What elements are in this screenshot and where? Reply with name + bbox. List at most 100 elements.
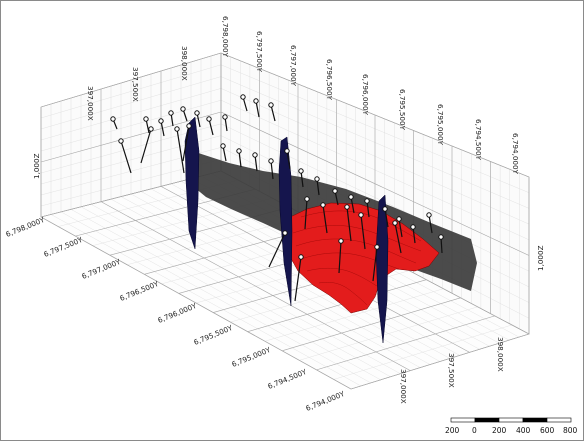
- y-top-label-6: 6,795,500Y: [398, 89, 407, 131]
- drillhole-trace: [360, 214, 366, 250]
- drillhole-collar: [206, 116, 212, 122]
- drillhole-collar: [320, 202, 326, 208]
- drillhole-collar: [298, 254, 304, 260]
- drillhole-collar: [143, 116, 149, 122]
- floor-major-u: [100, 201, 411, 371]
- floor-major-v: [316, 315, 495, 371]
- drillhole-collar: [268, 158, 274, 164]
- x-top-label-3: 398,000X: [180, 46, 189, 81]
- drillhole-collar: [268, 102, 274, 108]
- drillhole-trace: [120, 140, 132, 174]
- drillhole-collar: [240, 94, 246, 100]
- drillhole-collar: [284, 148, 290, 154]
- drillhole-trace: [350, 196, 355, 214]
- drillhole-collar: [332, 188, 338, 194]
- drillhole-collar: [314, 176, 320, 182]
- drillhole-trace: [182, 125, 190, 162]
- drillhole-collars: [110, 94, 444, 260]
- scale-bar-seg-1: [450, 417, 476, 423]
- drillhole-collar: [374, 244, 380, 250]
- wall-left-minor-v: [40, 64, 222, 119]
- drillhole-trace: [208, 118, 214, 136]
- drillhole-collar: [236, 148, 242, 154]
- drillhole-collar: [168, 110, 174, 116]
- drillhole-trace: [255, 100, 260, 118]
- drillhole-collar: [348, 194, 354, 200]
- drillhole-collar: [220, 143, 226, 149]
- x-bottom-label-2: 397,500X: [447, 353, 456, 388]
- scale-label-3: 200: [492, 426, 507, 435]
- drillhole-trace: [338, 240, 342, 274]
- drillhole-trace: [270, 104, 276, 122]
- box-edge: [40, 52, 222, 108]
- drillhole-collar: [222, 114, 228, 120]
- drillhole-collar: [186, 123, 192, 129]
- drillhole-collar: [392, 220, 398, 226]
- drillhole-trace: [428, 214, 433, 234]
- y-left-label-2: 6,797,500Y: [42, 235, 84, 259]
- scale-label-6: 800: [563, 426, 578, 435]
- drillhole-trace: [294, 256, 302, 302]
- drillhole-collar: [110, 116, 116, 122]
- scale-bar-seg-3: [498, 417, 524, 423]
- scale-bar-seg-5: [546, 417, 572, 423]
- drillhole-collar: [396, 216, 402, 222]
- scale-label-5: 600: [540, 426, 555, 435]
- drillhole-collar: [338, 238, 344, 244]
- scale-bar: 200 0 200 400 600 800: [445, 417, 578, 435]
- drillhole-collar: [344, 204, 350, 210]
- floor-major-v: [247, 279, 427, 332]
- y-top-label-5: 6,796,000Y: [361, 74, 370, 116]
- drillhole-trace: [268, 232, 286, 268]
- vertical-plane-3: [375, 194, 389, 344]
- drillhole-collar: [180, 106, 186, 112]
- drillhole-trace: [372, 246, 378, 282]
- drillhole-collar: [253, 98, 259, 104]
- box-edge: [350, 333, 530, 390]
- drillhole-trace: [346, 206, 352, 242]
- scale-bar-seg-4: [522, 417, 548, 423]
- y-top-label-3: 6,797,000Y: [289, 45, 298, 87]
- drillhole-trace: [322, 204, 328, 234]
- floor-major-v: [282, 297, 461, 352]
- z-label-left: 1,000Z: [32, 153, 41, 179]
- y-top-label-4: 6,796,500Y: [325, 59, 334, 101]
- floor-minor-v: [264, 288, 444, 342]
- y-top-label-7: 6,795,000Y: [436, 104, 445, 146]
- drillhole-collar: [194, 110, 200, 116]
- wall-right-major-v: [220, 111, 530, 256]
- y-left-label-3: 6,797,000Y: [80, 257, 122, 281]
- drillhole-trace: [398, 218, 403, 238]
- box-edge: [220, 52, 530, 178]
- drillhole-trace: [270, 160, 274, 180]
- y-left-label-7: 6,795,000Y: [230, 345, 272, 369]
- y-top-label-2: 6,797,500Y: [255, 31, 264, 73]
- x-top-label-2: 397,500X: [131, 67, 140, 102]
- scale-label-4: 400: [516, 426, 531, 435]
- scale-label-1: 200: [445, 426, 460, 435]
- drillhole-collar: [410, 224, 416, 230]
- drillhole-collar: [148, 126, 154, 132]
- z-label-right: 1,000Z: [536, 245, 545, 271]
- drillhole-trace: [384, 208, 389, 228]
- scale-bar-seg-2: [474, 417, 500, 423]
- y-top-label-1: 6,798,000Y: [221, 16, 230, 58]
- drillhole-collar: [358, 212, 364, 218]
- vertical-plane-1: [184, 116, 200, 250]
- x-bottom-label-1: 397,000X: [399, 369, 408, 404]
- wall-left-minor-v: [40, 88, 222, 141]
- scale-label-2: 0: [472, 426, 477, 435]
- drillhole-collar: [364, 198, 370, 204]
- red-surface: [283, 202, 440, 314]
- drillhole-collar: [298, 168, 304, 174]
- y-left-label-8: 6,794,500Y: [266, 367, 308, 391]
- y-left-label-4: 6,796,500Y: [118, 279, 160, 303]
- drillhole-collar: [158, 118, 164, 124]
- y-top-label-8: 6,794,500Y: [474, 119, 483, 161]
- drillhole-collar: [118, 138, 124, 144]
- y-left-label-6: 6,795,500Y: [192, 323, 234, 347]
- red-surface-contours: [292, 210, 422, 306]
- x-bottom-label-3: 398,000X: [496, 337, 505, 372]
